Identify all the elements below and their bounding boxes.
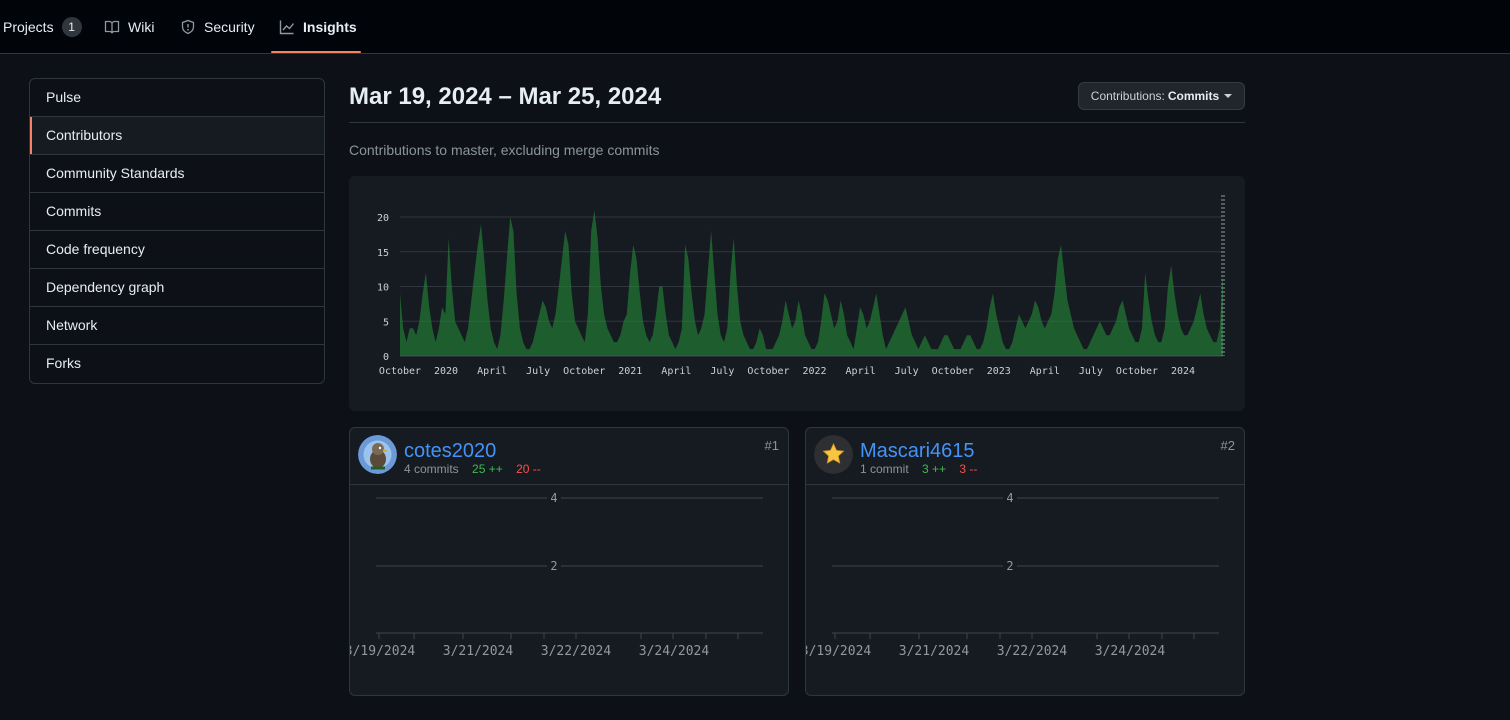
sidebar-item-forks[interactable]: Forks bbox=[46, 355, 81, 371]
chart-subtitle: Contributions to master, excluding merge… bbox=[349, 142, 660, 158]
contributor-card: Mascari4615 1 commit 3 ++ 3 -- #2 4 2 3/19… bbox=[805, 427, 1245, 696]
x-tick-label: 3/19/2024 bbox=[350, 644, 415, 659]
contributor-username[interactable]: Mascari4615 bbox=[860, 440, 975, 462]
x-tick-label: 3/21/2024 bbox=[443, 644, 514, 659]
x-tick-label: October bbox=[1116, 366, 1158, 377]
sidebar-item-network[interactable]: Network bbox=[30, 307, 324, 345]
y-tick-label: 10 bbox=[377, 283, 389, 294]
graph-icon bbox=[279, 19, 295, 35]
additions-count: 25 ++ bbox=[472, 462, 503, 476]
shield-icon bbox=[180, 19, 196, 35]
x-tick-label: October bbox=[932, 366, 974, 377]
sidebar-item-code-frequency[interactable]: Code frequency bbox=[30, 231, 324, 269]
deletions-count: 3 -- bbox=[959, 462, 978, 476]
page-title: Mar 19, 2024 – Mar 25, 2024 bbox=[349, 83, 662, 110]
y-tick-label: 2 bbox=[550, 559, 557, 573]
book-icon bbox=[104, 19, 120, 35]
contributor-mini-chart: 4 2 3/19/2024 3/21/2024 3/22/2024 3/24/2024 bbox=[350, 491, 763, 659]
sidebar-item-community-standards[interactable]: Community Standards bbox=[30, 155, 324, 193]
deletions-count: 20 -- bbox=[516, 462, 541, 476]
contributor-username[interactable]: cotes2020 bbox=[404, 440, 497, 462]
commit-count[interactable]: 1 commit bbox=[860, 462, 909, 476]
active-tab-underline bbox=[271, 51, 361, 53]
contributor-card-header: cotes2020 4 commits 25 ++ 20 -- #1 bbox=[350, 428, 788, 485]
caret-down-icon bbox=[1224, 94, 1233, 98]
x-tick-label: 2023 bbox=[987, 366, 1011, 377]
commit-count[interactable]: 4 commits bbox=[404, 462, 459, 476]
y-tick-label: 4 bbox=[1006, 491, 1013, 505]
x-tick-label: October bbox=[747, 366, 789, 377]
y-tick-label: 15 bbox=[377, 248, 389, 259]
y-tick-label-bg bbox=[1003, 559, 1017, 573]
x-tick-label: 2020 bbox=[434, 366, 458, 377]
tab-wiki[interactable]: Wiki bbox=[104, 0, 154, 54]
y-tick-label: 0 bbox=[383, 352, 389, 363]
x-tick-label: 2024 bbox=[1171, 366, 1195, 377]
contributions-chart[interactable]: 0 5 10 15 20 October 2020 April July October 2021 A… bbox=[349, 176, 1245, 411]
dropdown-value: Commits bbox=[1167, 89, 1220, 103]
sidebar-item-contributors[interactable]: Contributors bbox=[30, 117, 324, 155]
x-tick-label: April bbox=[477, 366, 507, 377]
star-avatar-icon[interactable] bbox=[814, 435, 853, 474]
x-tick-label: 3/22/2024 bbox=[997, 644, 1068, 659]
additions-count: 3 ++ bbox=[922, 462, 947, 476]
tab-insights-label: Insights bbox=[303, 19, 357, 35]
x-tick-label: 3/24/2024 bbox=[639, 644, 710, 659]
tab-security[interactable]: Security bbox=[180, 0, 255, 54]
sidebar-item-pulse[interactable]: Pulse bbox=[30, 79, 324, 117]
x-tick-label: October bbox=[379, 366, 421, 377]
bird-avatar-icon[interactable] bbox=[358, 435, 397, 474]
y-tick-label: 4 bbox=[550, 491, 557, 505]
x-tick-label: July bbox=[895, 366, 919, 377]
sidebar-item-dependency-graph[interactable]: Dependency graph bbox=[30, 269, 324, 307]
sidebar-item-commits[interactable]: Commits bbox=[30, 193, 324, 231]
contributor-mini-chart: 4 2 3/19/2024 3/21/2024 3/22/2024 3/24/2024 bbox=[806, 491, 1219, 659]
x-tick-label: 3/24/2024 bbox=[1095, 644, 1166, 659]
tab-insights[interactable]: Insights bbox=[279, 0, 357, 54]
x-tick-label: 2021 bbox=[618, 366, 642, 377]
dropdown-prefix: Contributions: bbox=[1090, 89, 1165, 103]
x-tick-label: July bbox=[710, 366, 734, 377]
insights-sidebar: Pulse Contributors Community Standards C… bbox=[29, 78, 325, 384]
contributor-stats: 1 commit 3 ++ 3 -- bbox=[860, 462, 977, 476]
y-tick-label-bg bbox=[1003, 491, 1017, 505]
x-tick-label: 3/21/2024 bbox=[899, 644, 970, 659]
tab-security-label: Security bbox=[204, 19, 255, 35]
contributor-card: cotes2020 4 commits 25 ++ 20 -- #1 4 2 3/1… bbox=[349, 427, 789, 696]
y-tick-label: 5 bbox=[383, 317, 389, 328]
contributor-stats: 4 commits 25 ++ 20 -- bbox=[404, 462, 541, 476]
x-tick-label: 2022 bbox=[802, 366, 826, 377]
y-tick-label: 2 bbox=[1006, 559, 1013, 573]
y-tick-label-bg bbox=[547, 559, 561, 573]
x-tick-label: April bbox=[846, 366, 876, 377]
contributions-area-series bbox=[400, 210, 1223, 356]
repo-nav: Projects 1 Wiki Security Insights bbox=[0, 0, 1510, 54]
contributions-dropdown[interactable]: Contributions: Commits bbox=[1078, 82, 1245, 110]
y-tick-label: 20 bbox=[377, 213, 389, 224]
x-tick-label: July bbox=[1079, 366, 1103, 377]
projects-counter: 1 bbox=[61, 17, 82, 37]
x-tick-label: October bbox=[563, 366, 605, 377]
tab-wiki-label: Wiki bbox=[128, 19, 155, 35]
tab-projects-label: Projects bbox=[3, 19, 54, 35]
header-divider bbox=[349, 122, 1245, 123]
x-tick-label: 3/22/2024 bbox=[541, 644, 612, 659]
y-tick-label-bg bbox=[547, 491, 561, 505]
contributor-rank: #2 bbox=[1220, 438, 1235, 453]
x-tick-label: July bbox=[526, 366, 550, 377]
x-tick-label: April bbox=[1030, 366, 1060, 377]
tab-projects[interactable]: Projects 1 bbox=[3, 0, 82, 54]
x-tick-label: April bbox=[661, 366, 691, 377]
contributor-card-header: Mascari4615 1 commit 3 ++ 3 -- #2 bbox=[806, 428, 1244, 485]
x-tick-label: 3/19/2024 bbox=[806, 644, 871, 659]
contributions-chart-svg: 0 5 10 15 20 October 2020 April July October 2021 A… bbox=[377, 195, 1225, 377]
contributor-rank: #1 bbox=[764, 438, 779, 453]
